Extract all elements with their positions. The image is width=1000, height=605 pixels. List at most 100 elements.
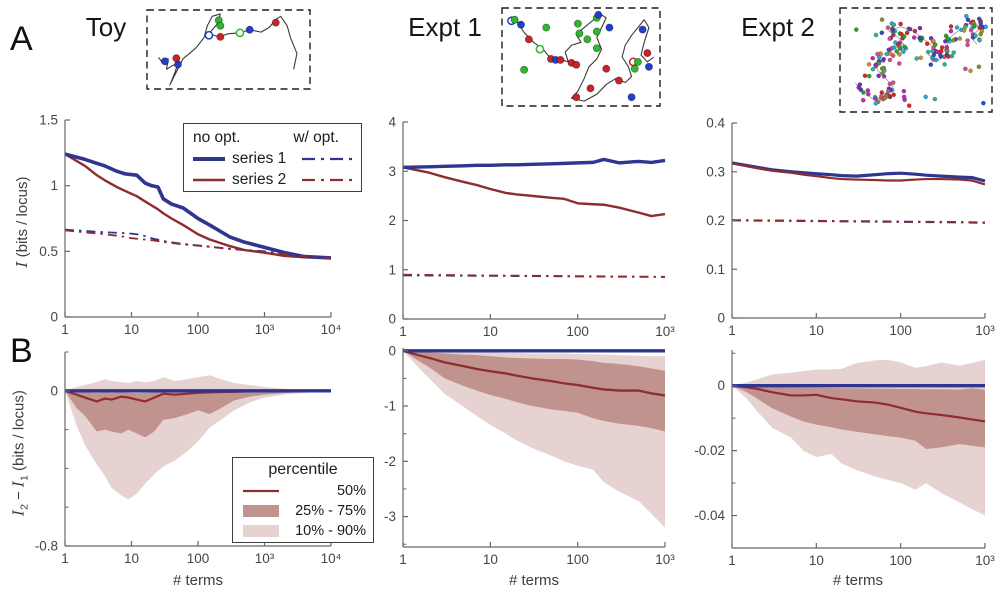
band-25-75-swatch — [243, 505, 279, 517]
x-tick-label: 10³ — [255, 322, 275, 337]
legend-row-median: 50% — [233, 481, 373, 501]
y-tick-label: -2 — [384, 454, 396, 469]
scatter-marker — [898, 21, 903, 27]
scatter-marker — [924, 41, 930, 47]
series1-solid-swatch — [193, 156, 225, 161]
scatter-marker — [948, 28, 954, 34]
scatter-marker — [951, 37, 956, 43]
x-tick-label: 100 — [187, 322, 210, 337]
scatter-marker — [944, 44, 950, 50]
scatter-marker — [882, 95, 888, 101]
y-axis-label-info: I (bits / locus) — [13, 177, 31, 268]
series1-dashdot-swatch — [302, 157, 354, 160]
legend-row-series2: series 2 — [184, 169, 361, 190]
scatter-marker — [965, 17, 971, 23]
blue-marker — [245, 25, 254, 34]
scatter-marker — [879, 30, 885, 36]
ylabel-b-var1: I — [9, 509, 28, 516]
series-line-series-2-no-opt- — [402, 166, 666, 218]
x-axis-label-expt2: # terms — [832, 572, 884, 589]
green-marker — [535, 44, 545, 54]
y-tick-label: 0.4 — [706, 116, 725, 131]
legend-label-series2: series 2 — [232, 170, 287, 188]
scatter-marker — [870, 55, 876, 61]
scatter-marker — [890, 28, 896, 33]
expt2-inset — [839, 7, 993, 113]
band-25-75- — [732, 385, 985, 449]
x-tick-label: 100 — [187, 551, 210, 566]
scatter-marker — [923, 94, 929, 100]
green-marker — [520, 65, 529, 74]
panel-label-b: B — [10, 332, 33, 370]
scatter-marker — [879, 17, 885, 22]
series-line-50-median- — [731, 384, 986, 423]
x-axis-label-toy: # terms — [172, 572, 224, 589]
x-tick-label: 100 — [889, 323, 912, 338]
x-tick-label: 10³ — [655, 324, 675, 339]
scatter-marker — [891, 45, 897, 50]
scatter-marker — [917, 25, 923, 31]
series-line-series-1-no-opt- — [64, 152, 332, 260]
red-marker — [524, 35, 533, 44]
scatter-marker — [928, 62, 934, 68]
x-tick-label: 10 — [809, 553, 824, 568]
series-line-series-2-w-opt- — [64, 229, 332, 260]
y-tick-label: 1.5 — [39, 113, 58, 128]
toy-inset-border — [146, 9, 311, 90]
legend-header-w-opt: w/ opt. — [293, 128, 339, 146]
scatter-marker — [965, 38, 970, 43]
scatter-marker — [938, 52, 943, 58]
y-tick-label: 0 — [717, 378, 725, 393]
series-line-series-2-w-opt- — [402, 273, 666, 278]
y-tick-label: 0 — [388, 343, 396, 358]
x-tick-label: 10³ — [975, 323, 995, 338]
scatter-marker — [895, 42, 901, 47]
series-line-50-median- — [402, 349, 666, 397]
x-tick-label: 100 — [566, 552, 589, 567]
blue-marker — [594, 10, 603, 19]
y-tick-label: 0 — [717, 311, 725, 326]
expt1-inset — [501, 7, 661, 107]
ylabel-a-var: I — [13, 261, 31, 268]
y-tick-label: -0.8 — [35, 539, 58, 554]
x-tick-label: 10 — [124, 322, 139, 337]
y-tick-label: 2 — [388, 213, 396, 228]
scatter-marker — [933, 57, 939, 63]
scatter-marker — [879, 93, 884, 99]
x-axis-label-expt1: # terms — [508, 572, 560, 589]
scatter-marker — [904, 30, 910, 36]
scatter-marker — [890, 32, 896, 38]
scatter-marker — [894, 49, 900, 54]
y-tick-label: -3 — [384, 509, 396, 524]
red-marker — [572, 60, 581, 69]
x-tick-label: 100 — [566, 324, 589, 339]
legend-optimization: no opt. w/ opt. series 1 series 2 — [183, 123, 362, 192]
scatter-marker — [881, 73, 887, 79]
scatter-marker — [876, 60, 882, 66]
legend-label-50: 50% — [336, 483, 366, 499]
ylabel-a-units: (bits / locus) — [14, 176, 31, 262]
scatter-marker — [930, 38, 936, 44]
scatter-marker — [890, 22, 896, 27]
scatter-marker — [857, 82, 863, 87]
legend-label-series1: series 1 — [232, 149, 287, 167]
y-tick-label: 0 — [50, 310, 58, 325]
x-tick-label: 1 — [61, 322, 69, 337]
legend-percentile-title: percentile — [268, 461, 338, 478]
column-title-expt1: Expt 1 — [408, 12, 482, 42]
scatter-marker — [901, 88, 907, 94]
scatter-marker — [885, 25, 891, 30]
scatter-marker — [968, 68, 973, 74]
red-marker — [271, 18, 280, 27]
ylabel-b-var2: I — [9, 481, 28, 487]
y-tick-label: 4 — [388, 115, 396, 130]
y-tick-label: 0.2 — [706, 213, 725, 228]
blue-marker — [517, 20, 525, 29]
x-tick-label: 10³ — [655, 552, 675, 567]
x-tick-label: 10⁴ — [321, 322, 342, 337]
series-line-series-2-w-opt- — [731, 219, 986, 224]
scatter-marker — [951, 50, 957, 55]
x-tick-label: 1 — [61, 551, 69, 566]
scatter-marker — [948, 24, 954, 29]
